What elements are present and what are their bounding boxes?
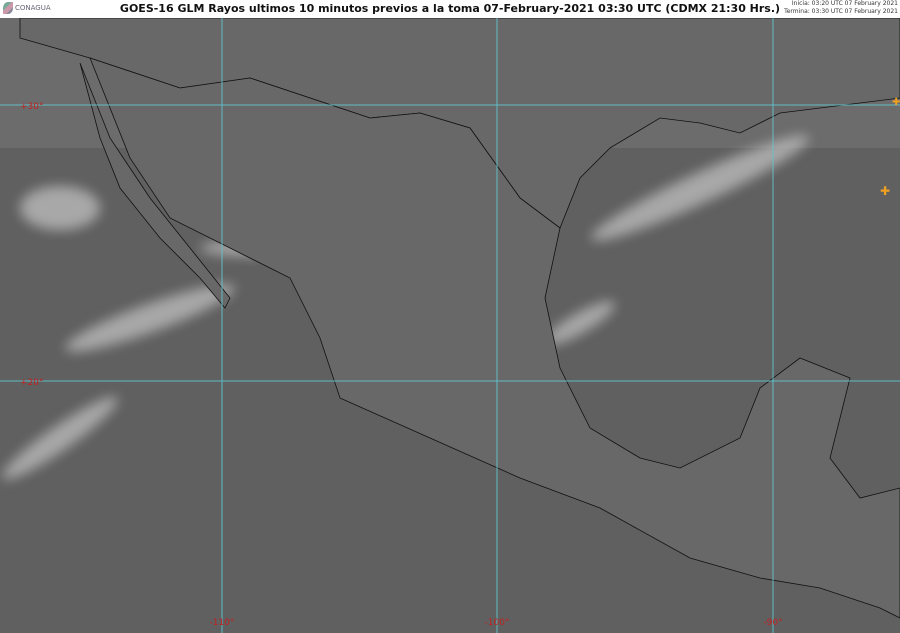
lightning-markers: ✚ ✚ [880,97,900,198]
start-time: Inicia: 03:20 UTC 07 February 2021 [791,0,898,7]
lightning-icon: ✚ [880,184,890,198]
baja-california [79,62,231,309]
coastlines [19,18,900,619]
conagua-logo: CONAGUA [3,2,51,14]
lat-label-30: +30° [20,102,44,112]
header: CONAGUA GOES-16 GLM Rayos ultimos 10 min… [0,0,900,18]
lightning-icon: ✚ [892,97,900,108]
lon-label-100: -100° [485,618,510,628]
satellite-map: +30° +20° -110° -100° -90° ✚ ✚ [0,18,900,633]
lon-label-90: -90° [763,618,782,628]
end-time: Termina: 03:30 UTC 07 February 2021 [784,8,898,15]
mexico-land [89,57,900,619]
lat-label-20: +20° [20,378,44,388]
logo-text: CONAGUA [15,4,51,12]
graticule [0,18,900,633]
time-range: Inicia: 03:20 UTC 07 February 2021 Termi… [784,0,898,16]
lon-label-110: -110° [210,618,235,628]
map-title: GOES-16 GLM Rayos ultimos 10 minutos pre… [119,2,781,15]
